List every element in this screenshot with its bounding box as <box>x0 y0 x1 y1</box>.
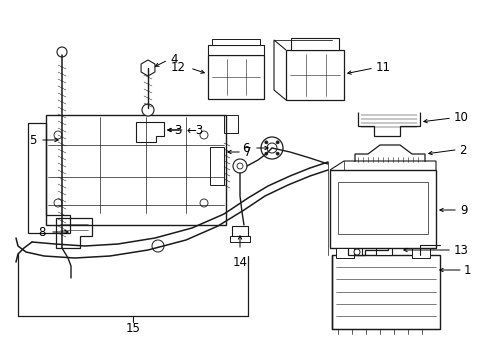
Circle shape <box>267 143 277 153</box>
Circle shape <box>276 141 279 144</box>
Bar <box>376 243 392 255</box>
Bar <box>208 55 264 99</box>
Text: 10: 10 <box>454 111 469 123</box>
Text: ←3: ←3 <box>186 123 203 136</box>
Circle shape <box>237 163 243 169</box>
Circle shape <box>265 141 268 144</box>
Circle shape <box>200 199 208 207</box>
Circle shape <box>261 137 283 159</box>
Bar <box>346 243 362 255</box>
Circle shape <box>152 240 164 252</box>
Text: 13: 13 <box>454 243 469 257</box>
Circle shape <box>276 152 279 155</box>
Text: 8: 8 <box>39 225 46 239</box>
Bar <box>232 226 248 236</box>
Bar <box>212 39 260 45</box>
Bar <box>208 45 264 55</box>
Text: 4: 4 <box>170 53 177 66</box>
Text: 2: 2 <box>459 144 466 157</box>
Text: 9: 9 <box>460 203 467 216</box>
Bar <box>332 255 440 329</box>
Circle shape <box>265 152 268 155</box>
Bar <box>210 147 224 185</box>
Text: 5: 5 <box>28 134 36 147</box>
Circle shape <box>54 131 62 139</box>
Bar <box>46 115 226 225</box>
Text: 14: 14 <box>232 256 247 269</box>
Text: 6: 6 <box>243 141 250 154</box>
Bar <box>336 248 354 258</box>
Bar <box>330 170 436 248</box>
Circle shape <box>142 104 154 116</box>
Bar <box>412 248 430 258</box>
Bar <box>230 236 250 242</box>
Bar <box>338 182 428 234</box>
Bar <box>291 38 339 50</box>
Text: 7: 7 <box>244 145 251 158</box>
Circle shape <box>349 234 359 244</box>
Circle shape <box>54 199 62 207</box>
Text: 11: 11 <box>376 60 391 73</box>
Circle shape <box>200 131 208 139</box>
Circle shape <box>57 47 67 57</box>
Circle shape <box>354 249 360 255</box>
Text: 3: 3 <box>174 123 181 136</box>
Circle shape <box>233 159 247 173</box>
Bar <box>286 50 344 100</box>
Text: 12: 12 <box>171 60 186 73</box>
Text: 15: 15 <box>125 321 141 334</box>
Text: 1: 1 <box>464 264 471 276</box>
Circle shape <box>379 234 389 244</box>
